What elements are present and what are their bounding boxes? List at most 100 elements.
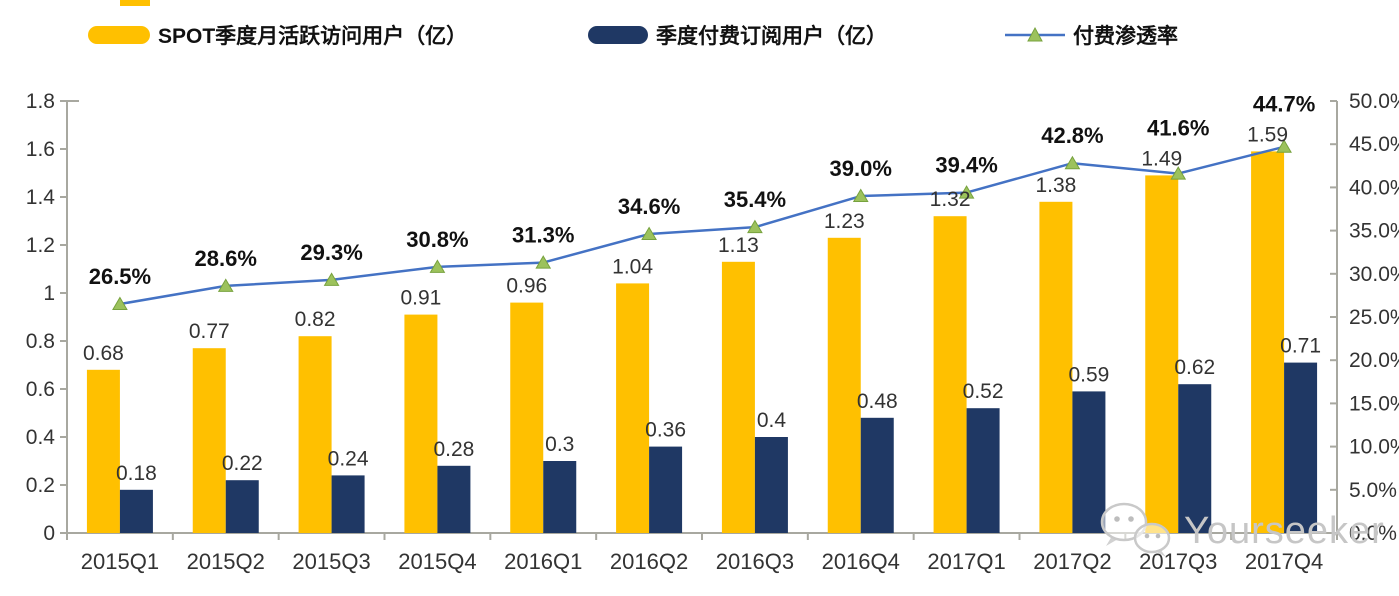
mau-legend-label: SPOT季度月活跃访问用户（亿） [158, 25, 468, 48]
mau-value-label-2017Q1: 1.32 [930, 188, 971, 211]
penetration-value-label-2017Q4: 44.7% [1253, 91, 1315, 116]
bar-mau-2015Q1 [86, 369, 120, 533]
mau-value-label-2017Q2: 1.38 [1035, 174, 1076, 197]
bar-mau-2017Q4 [1251, 151, 1285, 533]
penetration-value-label-2016Q4: 39.0% [830, 156, 892, 181]
subscribers-value-label-2017Q4: 0.71 [1280, 335, 1321, 358]
x-axis-label-2015Q2: 2015Q2 [187, 549, 265, 574]
subscribers-value-label-2016Q4: 0.48 [857, 390, 898, 413]
right-axis-tick-label: 15.0% [1349, 392, 1399, 415]
bar-subscribers-2015Q1 [119, 489, 153, 533]
left-axis-tick-label: 0.2 [26, 474, 55, 497]
penetration-marker-2015Q3 [323, 272, 340, 286]
right-axis-tick-label: 45.0% [1349, 133, 1399, 156]
penetration-line [119, 145, 1285, 306]
bar-subscribers-2016Q2 [649, 446, 683, 533]
subscribers-value-label-2015Q2: 0.22 [222, 452, 263, 475]
penetration-value-label-2015Q4: 30.8% [406, 227, 468, 252]
right-axis-tick-label: 10.0% [1349, 436, 1399, 459]
right-axis-tick-label: 25.0% [1349, 306, 1399, 329]
right-axis-tick-label: 35.0% [1349, 220, 1399, 243]
cropped-legend-artifact [120, 0, 150, 6]
left-axis-tick-label: 0.6 [26, 378, 55, 401]
bar-mau-2015Q2 [192, 348, 226, 533]
legend-triangle-icon [1027, 26, 1043, 42]
penetration-marker-2015Q2 [217, 278, 234, 292]
penetration-value-label-2017Q2: 42.8% [1041, 123, 1103, 148]
subscribers-value-label-2016Q2: 0.36 [645, 419, 686, 442]
bar-subscribers-2017Q2 [1072, 391, 1106, 533]
left-axis-tick-label: 1 [43, 282, 55, 305]
bar-mau-2017Q1 [933, 216, 967, 533]
penetration-value-label-2016Q1: 31.3% [512, 223, 574, 248]
penetration-marker-2016Q4 [852, 188, 869, 203]
penetration-value-label-2016Q3: 35.4% [724, 187, 786, 212]
bar-mau-2017Q3 [1145, 175, 1179, 533]
bar-mau-2015Q3 [298, 336, 332, 533]
mau-value-label-2016Q4: 1.23 [824, 210, 865, 233]
mau-value-label-2015Q3: 0.82 [295, 308, 336, 331]
mau-value-label-2017Q4: 1.59 [1247, 123, 1288, 146]
chart-legend: SPOT季度月活跃访问用户（亿） 季度付费订阅用户（亿） 付费渗透率 [0, 0, 1399, 60]
mau-value-label-2016Q3: 1.13 [718, 234, 759, 257]
subscribers-legend-swatch [588, 26, 648, 44]
x-axis-label-2015Q1: 2015Q1 [81, 549, 159, 574]
subscribers-value-label-2016Q1: 0.3 [545, 433, 574, 456]
bar-mau-2016Q1 [510, 302, 544, 533]
penetration-marker-2017Q2 [1064, 155, 1081, 170]
penetration-value-label-2016Q2: 34.6% [618, 194, 680, 219]
right-axis-tick-label: 30.0% [1349, 263, 1399, 286]
x-axis-label-2016Q4: 2016Q4 [822, 549, 900, 574]
left-axis-tick-label: 1.8 [26, 90, 55, 113]
bar-subscribers-2016Q1 [543, 461, 577, 533]
mau-value-label-2015Q4: 0.91 [400, 287, 441, 310]
bar-mau-2016Q4 [827, 237, 861, 534]
subscribers-value-label-2016Q3: 0.4 [757, 409, 787, 432]
mau-legend-swatch [88, 26, 150, 44]
subscribers-value-label-2017Q1: 0.52 [963, 380, 1004, 403]
x-axis-label-2015Q3: 2015Q3 [292, 549, 370, 574]
bar-subscribers-2015Q2 [225, 480, 259, 533]
left-axis-tick-label: 0 [43, 522, 55, 545]
subscribers-value-label-2017Q3: 0.62 [1174, 356, 1215, 379]
right-axis-tick-label: 40.0% [1349, 176, 1399, 199]
penetration-marker-2016Q2 [641, 226, 657, 241]
penetration-legend-marker [1005, 26, 1065, 42]
penetration-value-label-2015Q3: 29.3% [300, 240, 362, 265]
left-axis-tick-label: 0.4 [26, 426, 56, 449]
left-axis-tick-label: 1.6 [26, 138, 55, 161]
x-axis-label-2016Q3: 2016Q3 [716, 549, 794, 574]
bar-mau-2015Q4 [404, 314, 438, 533]
bar-subscribers-2017Q3 [1178, 384, 1212, 533]
subscribers-value-label-2015Q4: 0.28 [433, 438, 474, 461]
penetration-marker-2016Q3 [747, 219, 763, 234]
left-axis-tick-label: 0.8 [26, 330, 55, 353]
x-axis-label-2017Q3: 2017Q3 [1139, 549, 1217, 574]
bar-mau-2016Q3 [721, 261, 755, 533]
penetration-value-label-2015Q1: 26.5% [89, 264, 151, 289]
mau-value-label-2015Q2: 0.77 [189, 320, 230, 343]
legend-item-penetration: 付费渗透率 [1005, 20, 1178, 50]
x-axis-label-2017Q2: 2017Q2 [1033, 549, 1111, 574]
right-axis-tick-label: 50.0% [1349, 90, 1399, 113]
bar-subscribers-2016Q4 [860, 417, 894, 533]
bar-subscribers-2017Q1 [966, 408, 1000, 533]
legend-item-mau: SPOT季度月活跃访问用户（亿） [88, 20, 467, 50]
penetration-legend-label: 付费渗透率 [1073, 25, 1178, 48]
left-axis-tick-label: 1.2 [26, 234, 55, 257]
penetration-marker-2017Q4 [1276, 139, 1292, 153]
bar-subscribers-2015Q4 [437, 465, 471, 533]
x-axis-label-2017Q1: 2017Q1 [927, 549, 1005, 574]
subscribers-value-label-2015Q3: 0.24 [328, 447, 369, 470]
legend-item-subscribers: 季度付费订阅用户（亿） [588, 20, 887, 50]
subscribers-value-label-2015Q1: 0.18 [116, 462, 157, 485]
penetration-value-label-2017Q3: 41.6% [1147, 115, 1209, 140]
penetration-value-label-2017Q1: 39.4% [935, 153, 997, 178]
right-axis-tick-label: 0.0% [1349, 522, 1397, 545]
bar-mau-2017Q2 [1039, 201, 1073, 534]
x-axis-label-2015Q4: 2015Q4 [398, 549, 476, 574]
mau-value-label-2015Q1: 0.68 [83, 342, 124, 365]
subscribers-legend-label: 季度付费订阅用户（亿） [656, 25, 887, 48]
bar-subscribers-2017Q4 [1284, 362, 1318, 533]
